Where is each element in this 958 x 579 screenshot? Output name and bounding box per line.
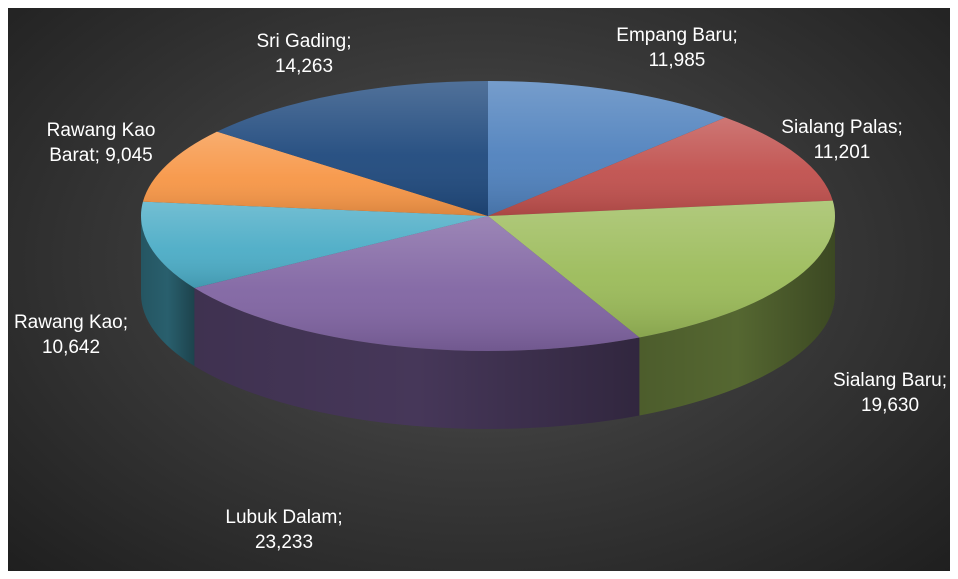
data-label-line: 23,233 xyxy=(255,532,313,553)
pie-slice-shine-rawang-kao-barat xyxy=(142,131,488,216)
data-label-rawang-kao: Rawang Kao; 10,642 xyxy=(14,312,128,358)
data-label-line: Sri Gading; xyxy=(256,31,351,52)
pie-side-shade-rawang-kao xyxy=(141,216,195,366)
data-label-line: 11,201 xyxy=(814,142,871,163)
data-label-rawang-kao-barat: Rawang Kao Barat; 9,045 xyxy=(47,120,156,166)
chart-area: Empang Baru; 11,985 Sialang Palas; 11,201 Si… xyxy=(8,8,950,571)
data-label-line: 10,642 xyxy=(42,337,100,358)
pie-side-shade-lubuk-dalam xyxy=(194,287,640,429)
data-label-sri-gading: Sri Gading; 14,263 xyxy=(256,31,351,77)
pie-slice-shine-rawang-kao xyxy=(141,201,489,288)
data-label-line: Sialang Baru; xyxy=(833,370,947,391)
pie-side-shade-sialang-baru xyxy=(639,216,835,416)
data-label-sialang-palas: Sialang Palas; 11,201 xyxy=(781,117,902,163)
data-label-empang-baru: Empang Baru; 11,985 xyxy=(616,25,737,71)
data-label-line: Barat; 9,045 xyxy=(49,145,153,166)
pie-slice-shine-empang-baru xyxy=(488,81,726,216)
data-label-line: Empang Baru; xyxy=(616,25,737,46)
data-label-sialang-baru: Sialang Baru; 19,630 xyxy=(833,370,947,416)
pie-slice-shine-sri-gading xyxy=(217,81,488,216)
pie-slice-shine-sialang-palas xyxy=(488,117,833,216)
data-label-line: Rawang Kao; xyxy=(14,312,128,333)
pie-slice-shine-lubuk-dalam xyxy=(194,216,640,352)
data-label-line: Sialang Palas; xyxy=(781,117,902,138)
data-label-line: 14,263 xyxy=(275,56,333,77)
data-label-line: 19,630 xyxy=(861,395,919,416)
data-label-line: Rawang Kao xyxy=(47,120,156,141)
data-label-lubuk-dalam: Lubuk Dalam; 23,233 xyxy=(225,507,342,553)
data-label-line: 11,985 xyxy=(649,50,706,71)
data-label-line: Lubuk Dalam; xyxy=(225,507,342,528)
pie-slice-shine-sialang-baru xyxy=(488,200,835,338)
